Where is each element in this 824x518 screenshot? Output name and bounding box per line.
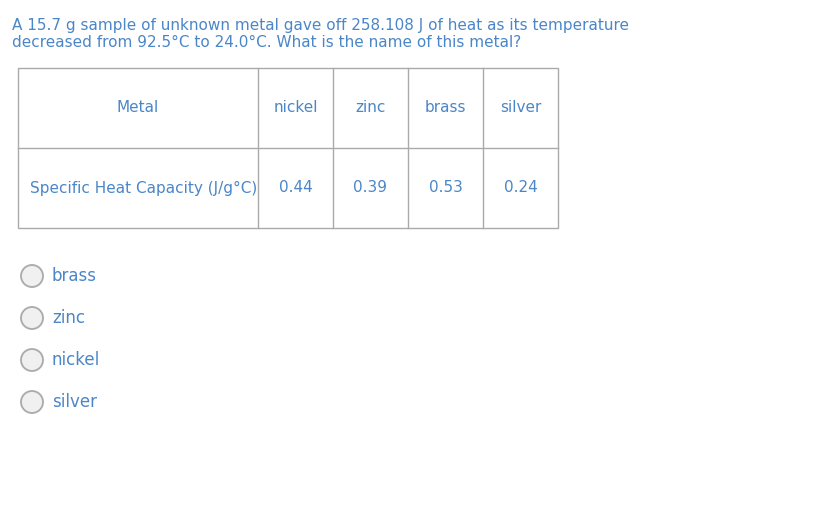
Text: zinc: zinc (355, 100, 386, 116)
Bar (18, 68, 558, 228)
Text: silver: silver (500, 100, 541, 116)
Text: nickel: nickel (52, 351, 101, 369)
Text: brass: brass (424, 100, 466, 116)
Text: 0.44: 0.44 (279, 180, 312, 195)
Text: silver: silver (52, 393, 97, 411)
Text: zinc: zinc (52, 309, 85, 327)
Text: Metal: Metal (117, 100, 159, 116)
Text: decreased from 92.5°C to 24.0°C. What is the name of this metal?: decreased from 92.5°C to 24.0°C. What is… (12, 35, 522, 50)
Text: nickel: nickel (274, 100, 318, 116)
Circle shape (21, 391, 43, 413)
Circle shape (21, 349, 43, 371)
Circle shape (21, 265, 43, 287)
Circle shape (21, 307, 43, 329)
Text: Specific Heat Capacity (J/g°C): Specific Heat Capacity (J/g°C) (30, 180, 257, 195)
Text: A 15.7 g sample of unknown metal gave off 258.108 J of heat as its temperature: A 15.7 g sample of unknown metal gave of… (12, 18, 629, 33)
Text: 0.39: 0.39 (353, 180, 387, 195)
Text: brass: brass (52, 267, 97, 285)
Text: 0.53: 0.53 (428, 180, 462, 195)
Text: 0.24: 0.24 (503, 180, 537, 195)
